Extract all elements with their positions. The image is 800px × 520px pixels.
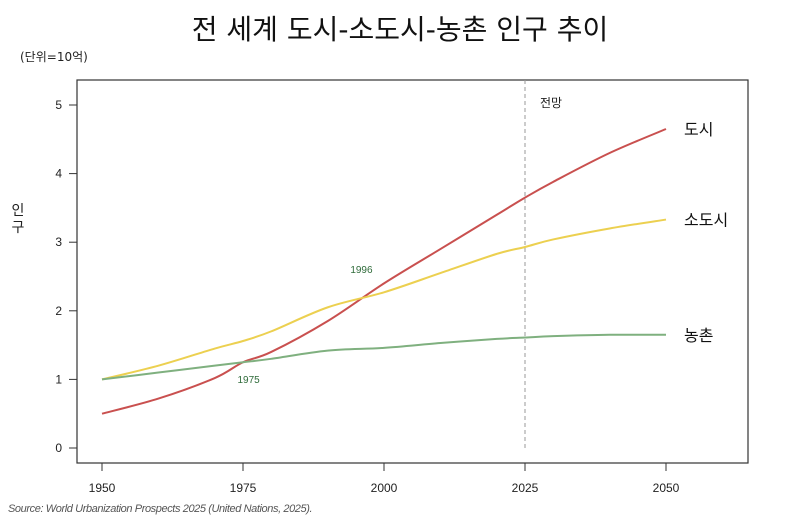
series-label: 농촌 [684,326,713,345]
y-tick-label: 3 [55,235,62,249]
y-tick-label: 2 [55,304,62,318]
x-tick-label: 1975 [230,481,257,495]
x-tick-label: 2050 [653,481,680,495]
plot-frame [76,79,749,464]
y-tick-label: 0 [55,441,62,455]
x-tick-label: 1950 [89,481,116,495]
series-line-2 [101,333,667,381]
x-tick-label: 2000 [371,481,398,495]
series-line-0 [101,128,667,415]
y-tick-label: 5 [55,98,62,112]
series-label: 소도시 [684,211,728,230]
series-label: 도시 [684,120,713,139]
unit-note: (단위=10억) [20,50,88,64]
x-tick-label: 2025 [512,481,539,495]
chart-title: 전 세계 도시-소도시-농촌 인구 추이 [191,13,609,46]
y-axis-label: 구 [12,220,25,236]
annotation: 1996 [350,265,373,276]
source-note: Source: World Urbanization Prospects 202… [8,503,313,515]
y-tick-label: 4 [55,167,62,181]
y-axis-label: 인 [12,203,25,219]
projection-label: 전망 [540,96,562,110]
y-tick-label: 1 [55,372,62,386]
annotation: 1975 [238,375,261,386]
series-line-1 [101,218,667,381]
